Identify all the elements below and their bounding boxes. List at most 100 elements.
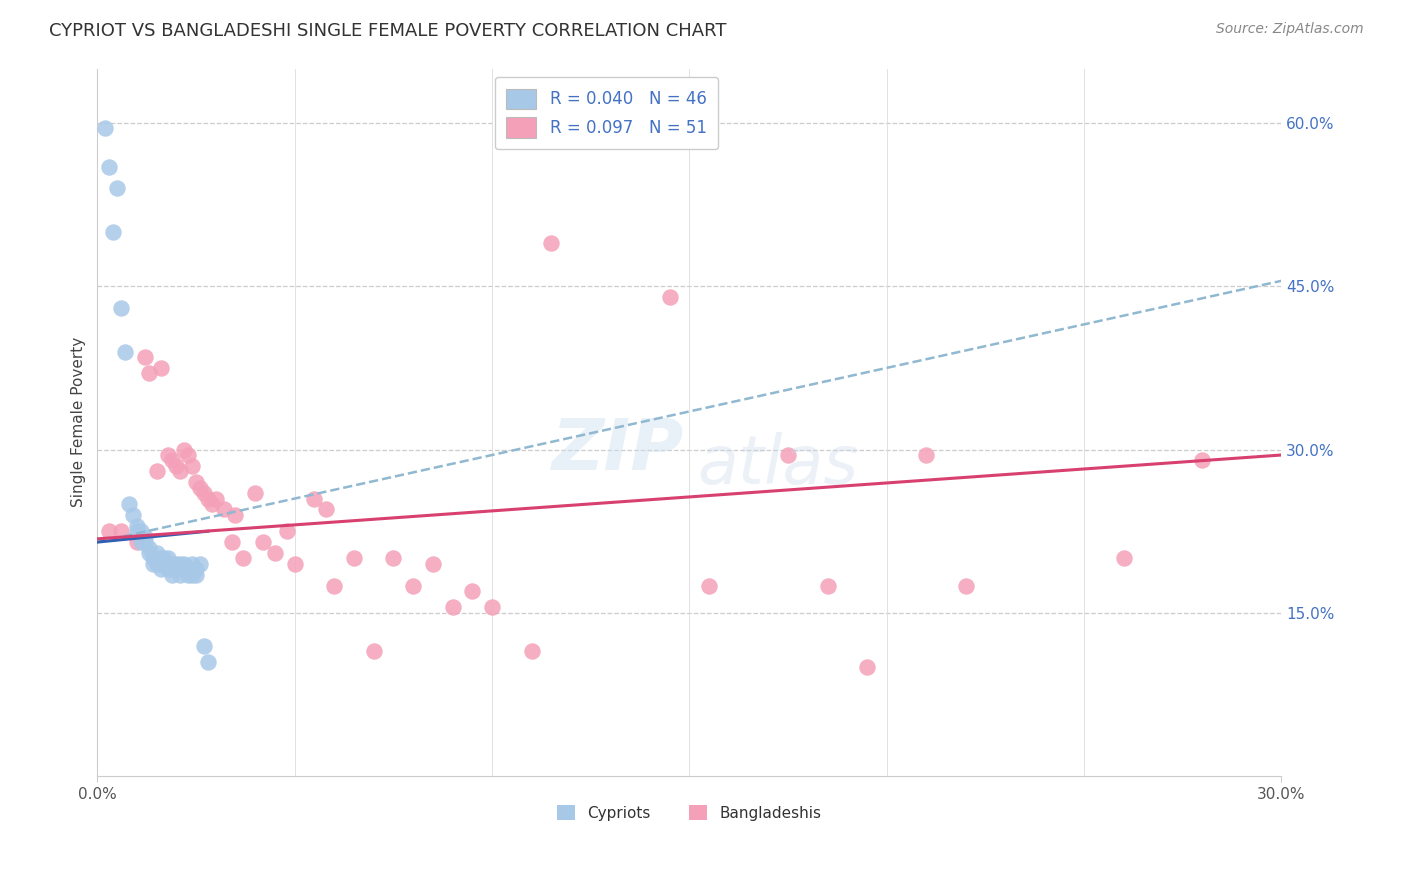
Point	[177, 567, 200, 582]
Text: ZIP: ZIP	[553, 417, 685, 485]
Text: CYPRIOT VS BANGLADESHI SINGLE FEMALE POVERTY CORRELATION CHART: CYPRIOT VS BANGLADESHI SINGLE FEMALE POV…	[49, 22, 727, 40]
Point	[157, 551, 180, 566]
Point	[1191, 453, 1213, 467]
Point	[461, 584, 484, 599]
Point	[184, 567, 207, 582]
Point	[98, 160, 121, 174]
Point	[149, 551, 172, 566]
Point	[188, 481, 211, 495]
Point	[402, 579, 425, 593]
Point	[177, 448, 200, 462]
Point	[658, 290, 681, 304]
Point	[153, 557, 176, 571]
Point	[212, 502, 235, 516]
Point	[915, 448, 938, 462]
Point	[142, 557, 165, 571]
Point	[363, 644, 385, 658]
Point	[197, 655, 219, 669]
Point	[105, 181, 128, 195]
Point	[276, 524, 298, 539]
Point	[173, 442, 195, 457]
Point	[382, 551, 405, 566]
Point	[149, 562, 172, 576]
Point	[184, 475, 207, 490]
Point	[162, 453, 184, 467]
Point	[188, 557, 211, 571]
Point	[284, 557, 307, 571]
Point	[173, 562, 195, 576]
Y-axis label: Single Female Poverty: Single Female Poverty	[72, 337, 86, 508]
Point	[697, 579, 720, 593]
Point	[165, 458, 187, 473]
Point	[315, 502, 337, 516]
Point	[134, 530, 156, 544]
Point	[157, 562, 180, 576]
Point	[245, 486, 267, 500]
Point	[153, 551, 176, 566]
Point	[149, 557, 172, 571]
Point	[134, 535, 156, 549]
Point	[181, 458, 204, 473]
Point	[221, 535, 243, 549]
Point	[252, 535, 274, 549]
Point	[145, 557, 167, 571]
Point	[162, 557, 184, 571]
Point	[125, 535, 148, 549]
Point	[169, 464, 191, 478]
Point	[138, 546, 160, 560]
Text: atlas: atlas	[697, 432, 859, 498]
Point	[110, 301, 132, 315]
Point	[343, 551, 366, 566]
Point	[114, 344, 136, 359]
Point	[122, 508, 145, 522]
Point	[197, 491, 219, 506]
Point	[134, 350, 156, 364]
Point	[94, 121, 117, 136]
Point	[441, 600, 464, 615]
Point	[264, 546, 287, 560]
Point	[110, 524, 132, 539]
Point	[232, 551, 254, 566]
Point	[955, 579, 977, 593]
Point	[145, 546, 167, 560]
Point	[169, 557, 191, 571]
Point	[157, 557, 180, 571]
Point	[138, 367, 160, 381]
Text: Source: ZipAtlas.com: Source: ZipAtlas.com	[1216, 22, 1364, 37]
Point	[165, 562, 187, 576]
Point	[224, 508, 246, 522]
Point	[817, 579, 839, 593]
Point	[204, 491, 226, 506]
Point	[125, 518, 148, 533]
Point	[162, 562, 184, 576]
Point	[129, 524, 152, 539]
Point	[181, 557, 204, 571]
Point	[422, 557, 444, 571]
Point	[145, 464, 167, 478]
Point	[181, 567, 204, 582]
Point	[856, 660, 879, 674]
Point	[125, 524, 148, 539]
Point	[138, 541, 160, 555]
Point	[142, 551, 165, 566]
Point	[520, 644, 543, 658]
Point	[323, 579, 346, 593]
Point	[101, 225, 124, 239]
Point	[304, 491, 326, 506]
Point	[173, 557, 195, 571]
Point	[165, 557, 187, 571]
Point	[184, 562, 207, 576]
Point	[118, 497, 141, 511]
Point	[1112, 551, 1135, 566]
Point	[481, 600, 503, 615]
Point	[776, 448, 799, 462]
Point	[169, 567, 191, 582]
Point	[98, 524, 121, 539]
Point	[162, 567, 184, 582]
Point	[129, 535, 152, 549]
Point	[201, 497, 224, 511]
Point	[193, 486, 215, 500]
Legend: Cypriots, Bangladeshis: Cypriots, Bangladeshis	[553, 800, 827, 825]
Point	[193, 639, 215, 653]
Point	[157, 448, 180, 462]
